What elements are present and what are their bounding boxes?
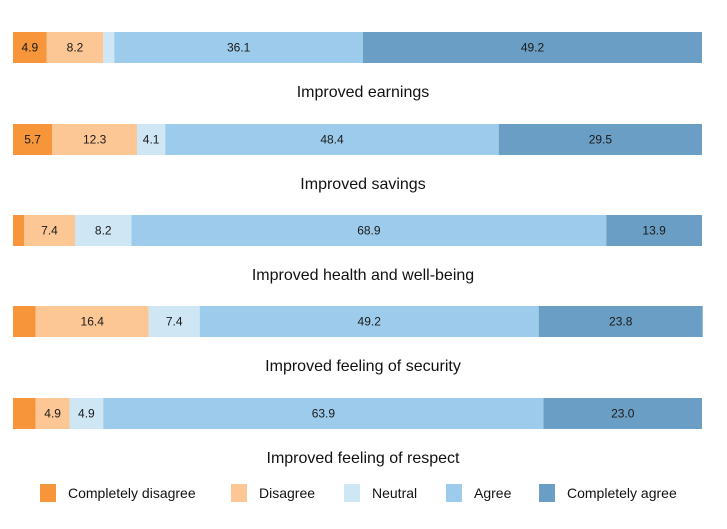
legend: Completely disagree Disagree Neutral Agree C…	[40, 484, 677, 502]
legend-label: Neutral	[372, 485, 417, 501]
data-label: 13.9	[642, 224, 666, 238]
bar-segment-completely-agree	[606, 215, 702, 246]
data-label: 49.2	[521, 41, 545, 55]
data-label: 4.1	[143, 133, 160, 147]
bar-segment-neutral	[103, 32, 115, 63]
legend-swatch-agree	[446, 484, 462, 502]
legend-swatch-completely-disagree	[40, 484, 56, 502]
legend-label: Completely agree	[567, 485, 677, 501]
data-label: 23.8	[609, 315, 633, 329]
bar-segment-disagree	[35, 398, 70, 429]
bar-segment-agree	[131, 215, 607, 246]
data-label: 4.9	[22, 41, 39, 55]
bar-segment-completely-disagree	[13, 398, 36, 429]
bar-segment-disagree	[46, 32, 104, 63]
data-label: 49.2	[358, 315, 382, 329]
data-label: 4.9	[44, 407, 61, 421]
data-label: 12.3	[83, 133, 107, 147]
bar-segment-agree	[199, 306, 539, 337]
data-label: 7.4	[166, 315, 183, 329]
bar-segment-neutral	[69, 398, 104, 429]
bar-segment-neutral	[75, 215, 132, 246]
bar-row-improved-health-and-well-being: 7.4 8.2 68.9 13.9	[13, 215, 702, 246]
bar-row-improved-feeling-of-security: 16.4 7.4 49.2 23.8	[13, 306, 703, 337]
data-label: 8.2	[95, 224, 112, 238]
data-label: 7.4	[41, 224, 58, 238]
data-label: 48.4	[320, 133, 344, 147]
bar-segment-neutral	[148, 306, 200, 337]
bar-segment-completely-disagree	[13, 215, 25, 246]
category-label: Improved savings	[300, 176, 425, 193]
bar-segment-completely-disagree	[13, 306, 36, 337]
bar-row-improved-earnings: 4.9 8.2 36.1 49.2	[13, 32, 702, 63]
category-label: Improved feeling of respect	[267, 450, 461, 467]
legend-label: Agree	[474, 485, 512, 501]
bar-segment-neutral	[137, 124, 166, 155]
data-label: 29.5	[589, 133, 613, 147]
legend-swatch-disagree	[231, 484, 247, 502]
bar-segment-completely-disagree	[13, 124, 53, 155]
bar-row-improved-savings: 5.7 12.3 4.1 48.4 29.5	[13, 124, 702, 155]
bar-segment-disagree	[52, 124, 138, 155]
legend-label: Completely disagree	[68, 485, 196, 501]
bar-segment-completely-agree	[363, 32, 702, 63]
data-label: 4.9	[78, 407, 95, 421]
bar-segment-completely-agree	[543, 398, 702, 429]
data-label: 8.2	[67, 41, 84, 55]
bar-segment-completely-disagree	[13, 32, 47, 63]
bar-segment-completely-agree	[498, 124, 702, 155]
legend-label: Disagree	[259, 485, 315, 501]
bar-segment-disagree	[35, 306, 149, 337]
bar-row-improved-feeling-of-respect: 4.9 4.9 63.9 23.0	[13, 398, 702, 429]
data-label: 5.7	[24, 133, 41, 147]
legend-swatch-neutral	[344, 484, 360, 502]
bar-segment-agree	[103, 398, 544, 429]
bar-segment-agree	[165, 124, 499, 155]
data-label: 63.9	[312, 407, 336, 421]
data-label: 68.9	[357, 224, 381, 238]
data-label: 16.4	[81, 315, 105, 329]
legend-swatch-completely-agree	[539, 484, 555, 502]
data-label: 23.0	[611, 407, 635, 421]
category-label: Improved feeling of security	[265, 358, 461, 375]
bar-segment-completely-agree	[538, 306, 703, 337]
data-label: 36.1	[227, 41, 251, 55]
category-label: Improved health and well-being	[252, 267, 474, 284]
bar-segment-disagree	[24, 215, 76, 246]
category-label: Improved earnings	[297, 84, 430, 101]
bar-segment-agree	[114, 32, 364, 63]
